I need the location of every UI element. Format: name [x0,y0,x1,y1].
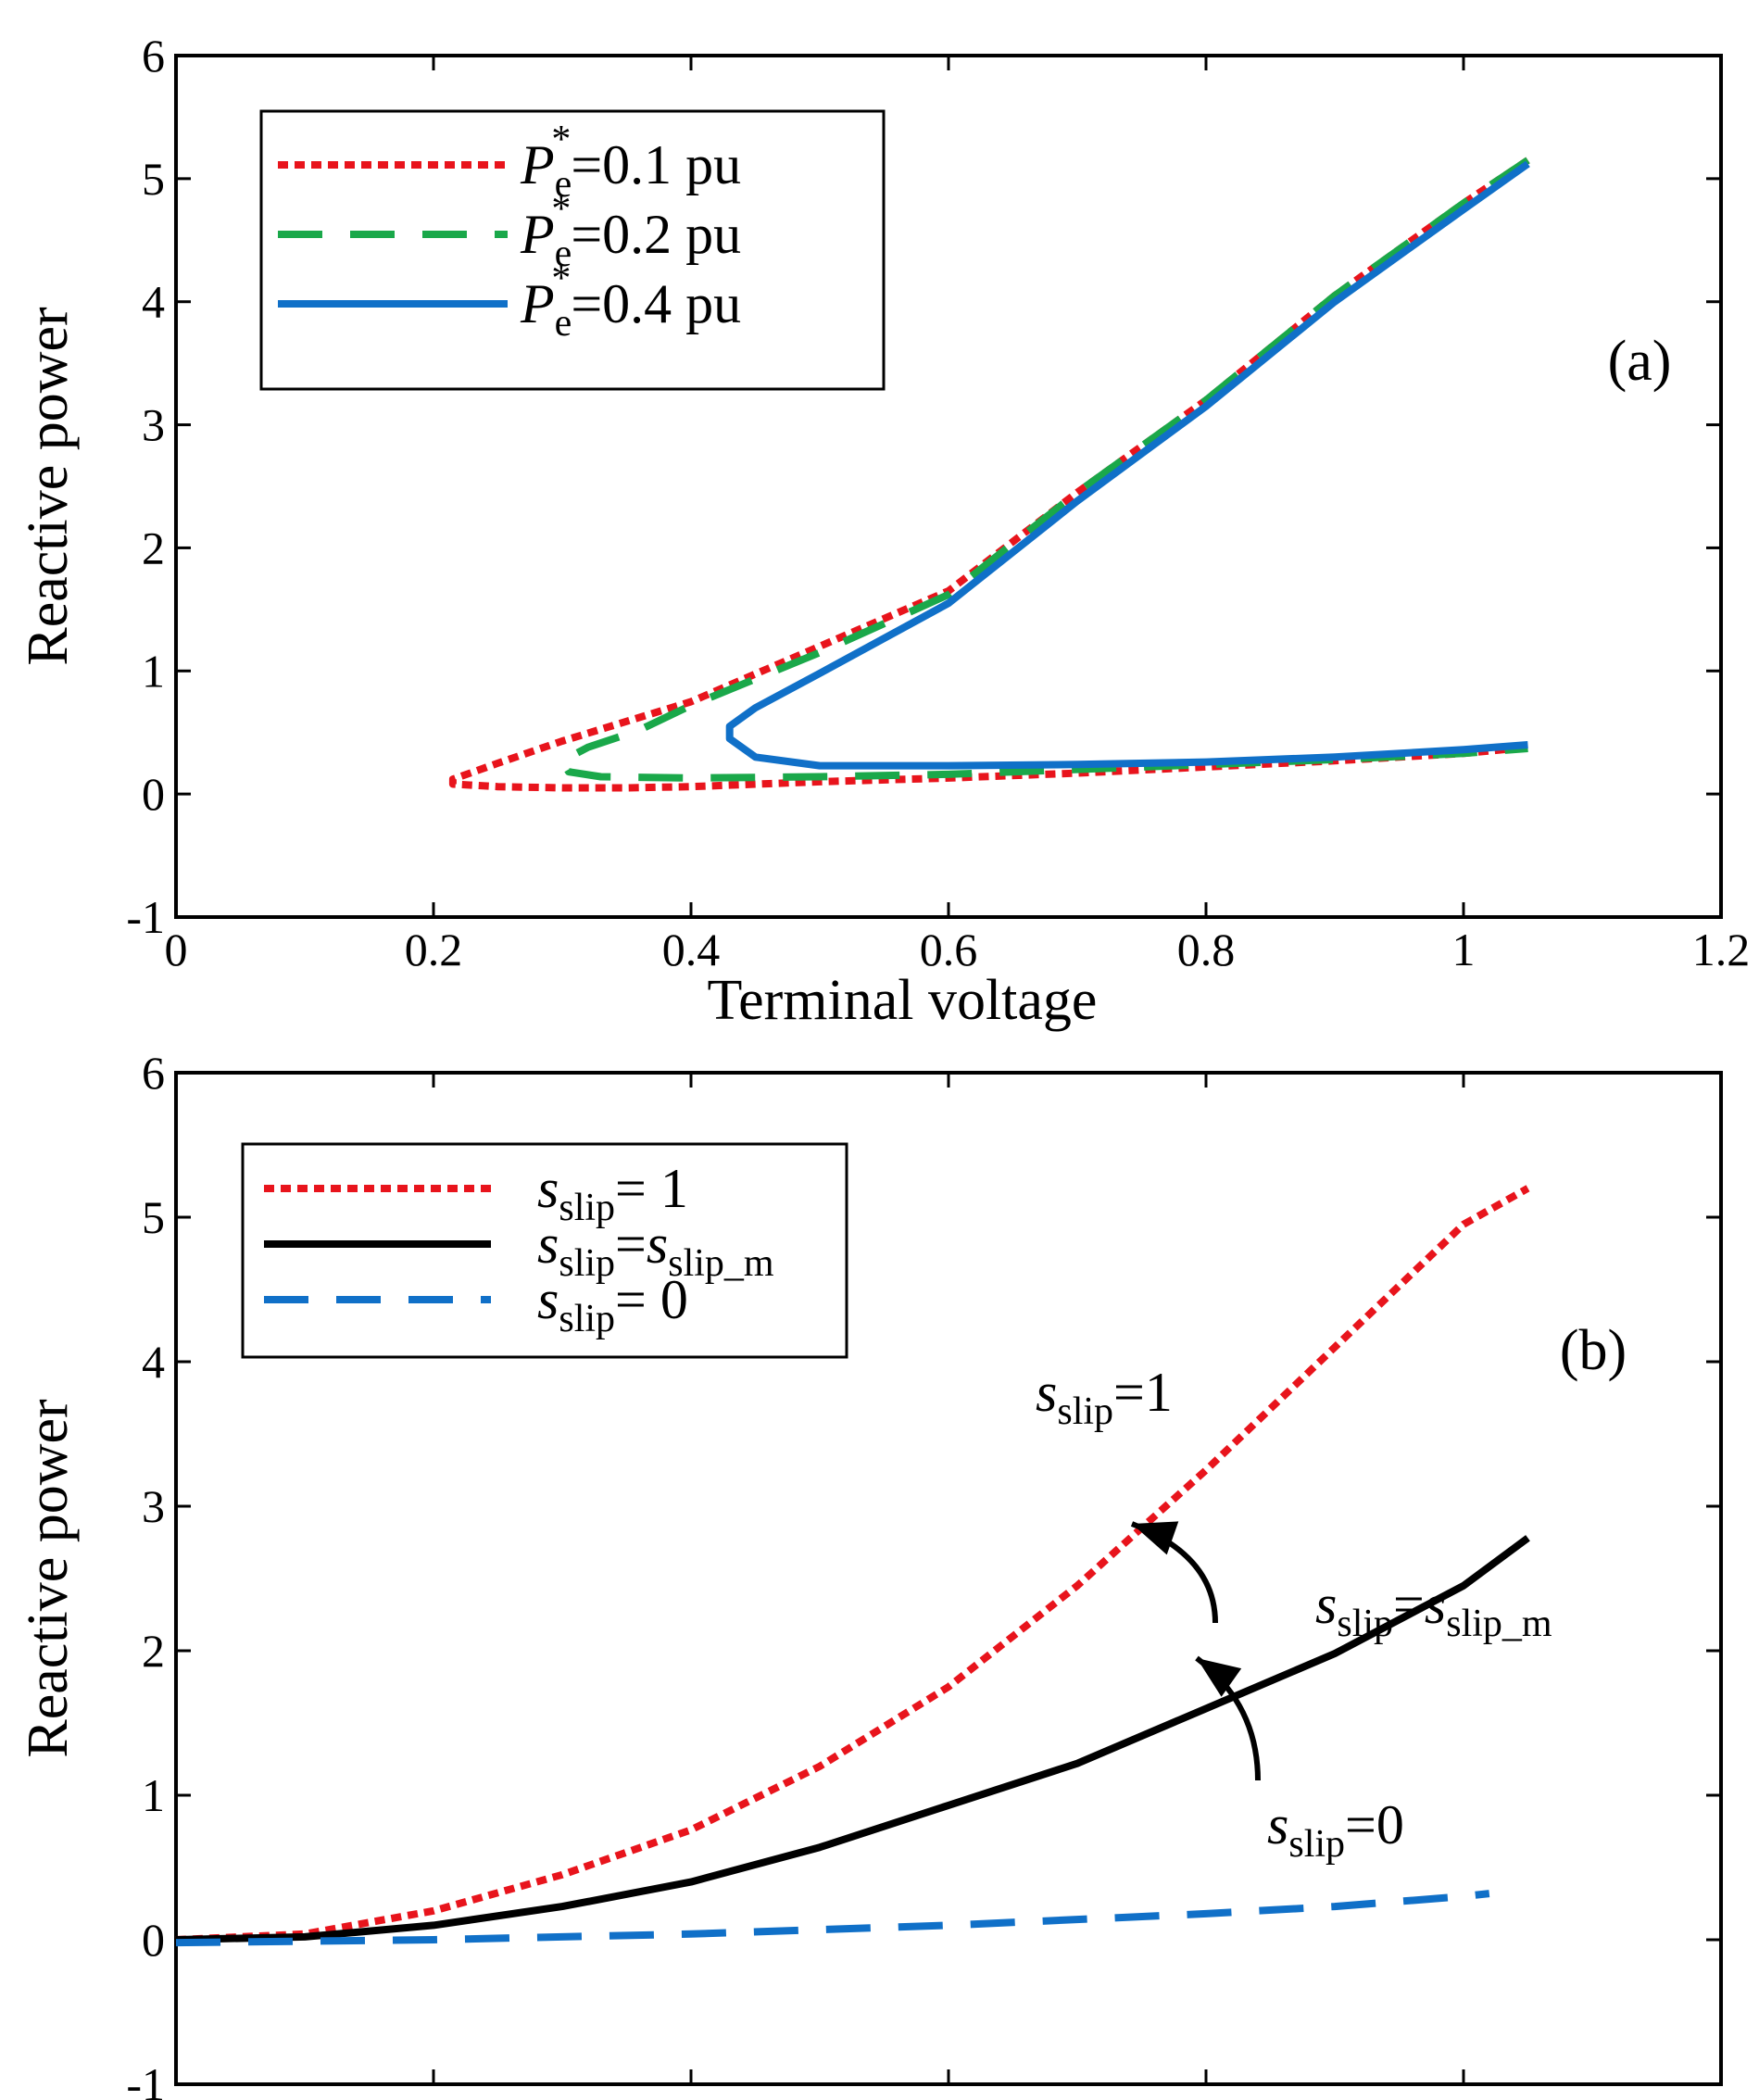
y-axis-label: Reactive power [17,1399,80,1758]
y-tick-label: 4 [142,1336,165,1388]
y-tick-label: 5 [142,1191,165,1243]
x-tick-label: 1 [1452,924,1476,975]
arrow-head-icon [1132,1521,1179,1555]
y-tick-label: 3 [142,1480,165,1532]
legend-entry-3: Pe*=0.4 pu [520,258,741,345]
legend-entry-2: sslip=sslip_m [537,1213,774,1285]
series-line-2 [175,1535,1530,1943]
legend-box [259,109,886,391]
x-tick-label: 0.8 [1177,924,1236,975]
legend-box [241,1142,848,1359]
x-axis-label: Terminal voltage [708,969,1098,1032]
annotation-arrow-1 [1130,1521,1218,1624]
legend-entry-3: sslip= 0 [537,1269,688,1340]
x-tick-label: 0.2 [405,924,463,975]
y-tick-label: 2 [142,522,165,573]
panel-label: (a) [1608,330,1672,393]
x-tick-label: 0.2 [405,2091,463,2100]
annotation-1: sslip=1 [1036,1362,1173,1433]
y-tick-label: -1 [126,891,165,943]
y-tick-label: 1 [142,645,165,697]
legend-entry-1: sslip= 1 [537,1158,688,1229]
y-tick-label: 4 [142,276,165,328]
arrow-head-icon [1197,1658,1242,1697]
y-axis-label: Reactive power [17,307,80,666]
x-tick-label: 0.6 [920,2091,978,2100]
x-tick-label: 0.6 [920,924,978,975]
y-tick-label: 6 [142,30,165,82]
y-tick-label: -1 [126,2058,165,2100]
y-tick-label: 1 [142,1769,165,1821]
y-tick-label: 5 [142,153,165,205]
series-line-1 [175,1185,1530,1943]
annotation-3: sslip=0 [1267,1794,1404,1866]
legend-entry-1: Pe*=0.1 pu [520,119,741,206]
annotation-2: sslip=sslip_m [1315,1574,1552,1645]
x-tick-label: 1.2 [1692,924,1751,975]
series-line-3 [725,160,1530,770]
x-tick-label: 0.8 [1177,2091,1236,2100]
x-tick-label: 0.4 [662,924,721,975]
x-tick-label: 1.2 [1692,2091,1751,2100]
y-tick-label: 6 [142,1047,165,1099]
y-tick-label: 2 [142,1625,165,1677]
x-tick-label: 0.4 [662,2091,721,2100]
x-tick-label: 1 [1452,2091,1476,2100]
panel-label: (b) [1560,1319,1627,1382]
y-tick-label: 0 [142,1914,165,1966]
x-tick-label: 0 [165,924,188,975]
y-tick-label: 3 [142,399,165,451]
series-line-3 [175,1890,1490,1947]
legend-entry-2: Pe*=0.2 pu [520,188,741,275]
x-tick-label: 0 [165,2091,188,2100]
y-tick-label: 0 [142,768,165,820]
